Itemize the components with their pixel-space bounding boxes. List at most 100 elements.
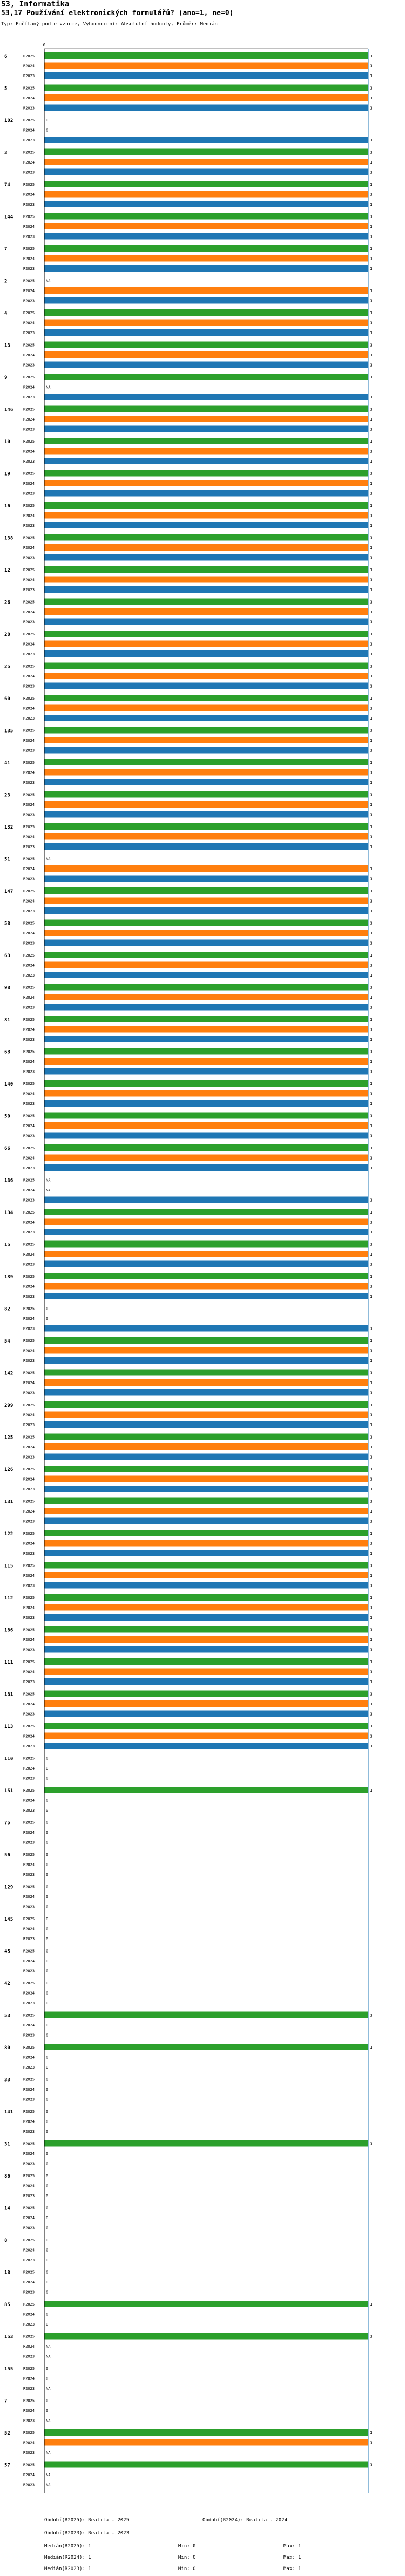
data-label: 1	[370, 1156, 372, 1161]
series-label: R2023	[23, 235, 35, 239]
category-label: 102	[4, 118, 13, 124]
data-label: 1	[370, 343, 372, 348]
bar	[44, 907, 368, 914]
bar	[44, 52, 368, 59]
bar	[44, 1090, 368, 1097]
data-label: 1	[370, 1381, 372, 1385]
series-label: R2024	[23, 899, 35, 904]
bar	[44, 213, 368, 220]
data-label: 0	[46, 2184, 48, 2188]
bar	[44, 1614, 368, 1621]
data-label: 0	[46, 2110, 48, 2114]
bar	[44, 586, 368, 593]
series-label: R2024	[23, 1574, 35, 1578]
data-label: 1	[370, 610, 372, 614]
series-label: R2023	[23, 845, 35, 849]
series-label: R2025	[23, 375, 35, 379]
category-label: 125	[4, 1435, 13, 1441]
bar	[44, 1337, 368, 1344]
data-label: 1	[370, 1564, 372, 1568]
series-label: R2024	[23, 514, 35, 518]
data-label: 1	[370, 803, 372, 807]
bar	[44, 1710, 368, 1717]
data-label: 0	[46, 2322, 48, 2327]
bar	[44, 1530, 368, 1536]
bar	[44, 2429, 368, 2436]
data-label: 1	[370, 96, 372, 100]
series-label: R2023	[23, 1006, 35, 1010]
category-label: 10	[4, 439, 10, 445]
bar	[44, 137, 368, 143]
bar	[44, 554, 368, 561]
legend-entry: Období(R2023): Realita - 2023	[44, 2531, 130, 2536]
category-label: 81	[4, 1018, 10, 1023]
series-label: R2025	[23, 2110, 35, 2114]
series-label: R2024	[23, 2216, 35, 2220]
bar	[44, 576, 368, 583]
bar	[44, 737, 368, 743]
bar	[44, 374, 368, 380]
bar	[44, 952, 368, 958]
data-label: 1	[370, 321, 372, 326]
data-label: 0	[46, 1873, 48, 1877]
series-label: R2025	[23, 1210, 35, 1215]
series-label: R2025	[23, 696, 35, 701]
data-label: 1	[370, 1692, 372, 1697]
series-label: R2025	[23, 504, 35, 508]
data-label: 0	[46, 2065, 48, 2070]
data-label: 1	[370, 514, 372, 518]
category-label: 122	[4, 1531, 13, 1537]
series-label: R2023	[23, 2194, 35, 2198]
series-label: R2023	[23, 781, 35, 785]
data-label: 0	[46, 2174, 48, 2178]
series-label: R2023	[23, 492, 35, 496]
category-label: 5	[4, 86, 7, 92]
series-label: R2025	[23, 986, 35, 990]
bar	[44, 1572, 368, 1578]
series-label: R2024	[23, 96, 35, 100]
data-label: 1	[370, 1628, 372, 1632]
bar	[44, 897, 368, 904]
bar	[44, 972, 368, 978]
data-label: 0	[46, 2409, 48, 2413]
series-label: R2023	[23, 1487, 35, 1492]
series-label: R2023	[23, 1520, 35, 1524]
data-label: 1	[370, 845, 372, 849]
series-label: R2024	[23, 1895, 35, 1899]
data-label: 0	[46, 2087, 48, 2092]
data-label: 1	[370, 2431, 372, 2435]
category-label: 51	[4, 857, 10, 863]
series-label: R2023	[23, 428, 35, 432]
series-label: R2023	[23, 1070, 35, 1074]
series-label: R2024	[23, 1766, 35, 1771]
category-label: 110	[4, 1757, 13, 1762]
data-label: 1	[370, 1391, 372, 1395]
data-label: 1	[370, 716, 372, 721]
series-label: R2025	[23, 2174, 35, 2178]
series-label: R2023	[23, 1808, 35, 1813]
category-label: 45	[4, 1949, 10, 1955]
series-label: R2025	[23, 1243, 35, 1247]
data-label: 0	[46, 2162, 48, 2166]
series-label: R2023	[23, 267, 35, 271]
series-label: R2024	[23, 803, 35, 807]
series-label: R2023	[23, 941, 35, 946]
bar	[44, 747, 368, 754]
series-label: R2023	[23, 1744, 35, 1748]
series-label: R2024	[23, 128, 35, 133]
bar	[44, 245, 368, 252]
bar	[44, 1723, 368, 1729]
data-label: 1	[370, 674, 372, 679]
category-label: 136	[4, 1178, 13, 1184]
bar	[44, 341, 368, 348]
series-label: R2024	[23, 610, 35, 614]
series-label: R2024	[23, 2313, 35, 2317]
series-label: R2024	[23, 2152, 35, 2156]
series-label: R2025	[23, 632, 35, 636]
bar	[44, 865, 368, 872]
bar	[44, 1164, 368, 1171]
data-label: 1	[370, 1670, 372, 1675]
bar	[44, 833, 368, 840]
bar	[44, 727, 368, 734]
legend-entry: Období(R2024): Realita - 2024	[202, 2518, 288, 2523]
